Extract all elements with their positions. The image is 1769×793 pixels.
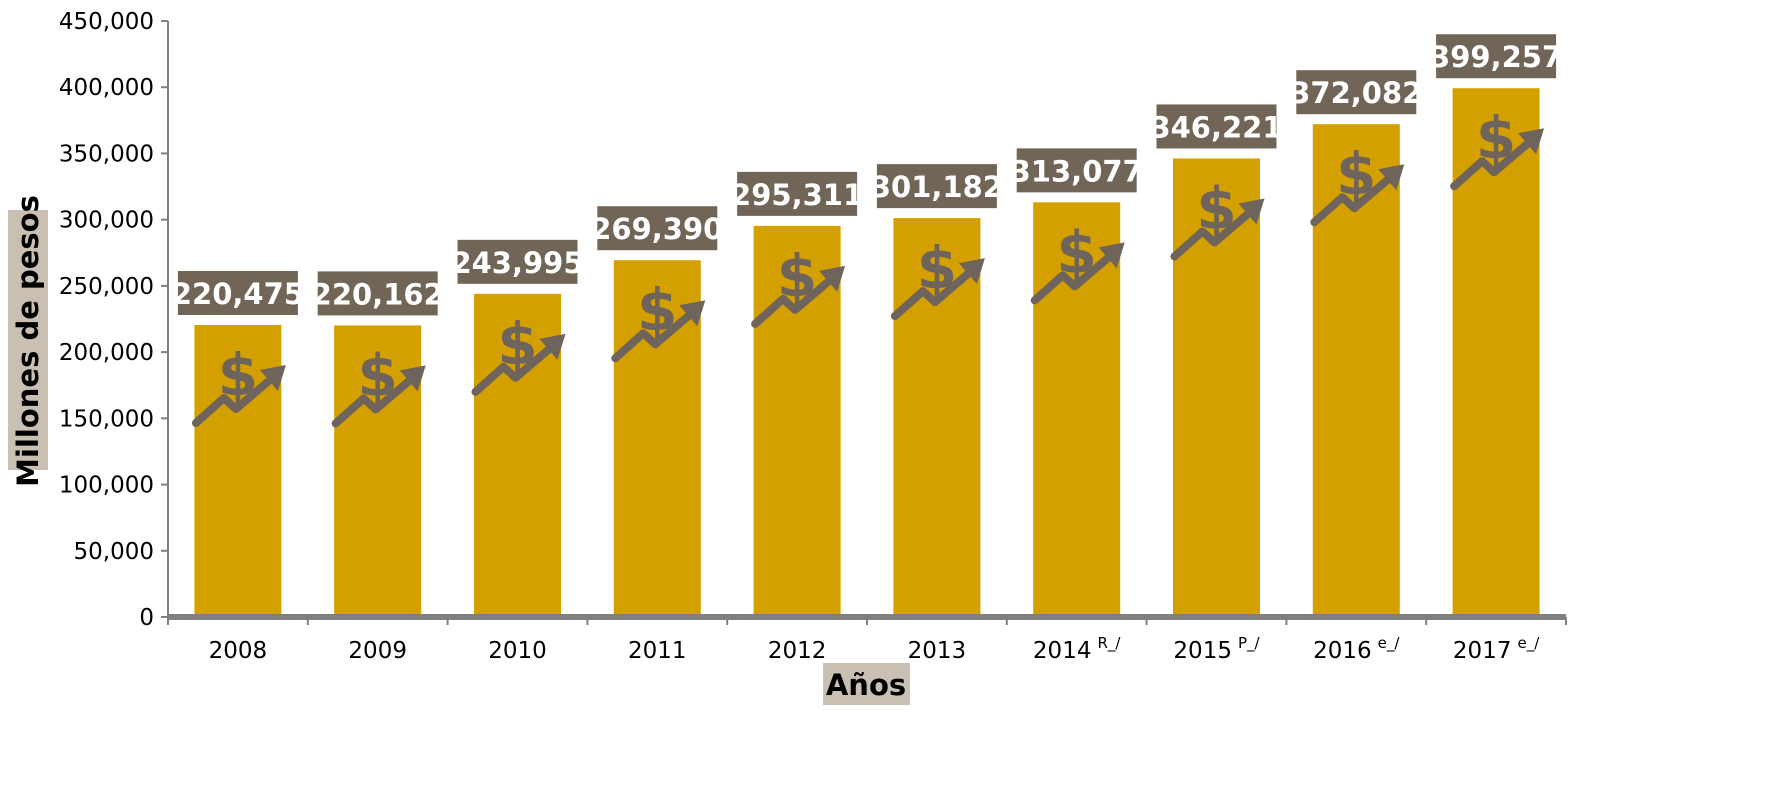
data-label-box [1016, 148, 1137, 193]
data-label-box [1436, 34, 1557, 79]
dollar-trend-arrow-icon: $ [191, 341, 286, 427]
x-tick-label: 2017 e_/ [1453, 634, 1540, 664]
y-tick-label: 0 [139, 605, 154, 631]
data-label: 301,182 [871, 170, 1003, 204]
bar [1173, 158, 1260, 614]
y-axis-title-box [8, 210, 48, 470]
dollar-trend-arrow-icon: $ [331, 341, 426, 428]
dollar-trend-arrow-icon: $ [1030, 218, 1125, 305]
data-label: 220,475 [172, 277, 304, 311]
x-axis-title-box [823, 663, 910, 705]
dollar-trend-arrow-icon: $ [890, 234, 985, 321]
data-label: 399,257 [1430, 40, 1562, 74]
dollar-trend-arrow-icon: $ [1310, 140, 1405, 227]
y-tick-label: 150,000 [59, 406, 154, 432]
y-tick-label: 50,000 [74, 539, 154, 565]
x-axis-title: Años [826, 668, 906, 702]
x-tick-label: 2015 P_/ [1173, 634, 1260, 664]
y-tick-label: 200,000 [59, 340, 154, 366]
y-tick-label: 350,000 [59, 141, 154, 167]
x-tick-label: 2012 [768, 638, 827, 664]
dollar-trend-arrow-icon: $ [1170, 174, 1265, 261]
x-tick-label: 2013 [908, 638, 967, 664]
x-tick-label: 2009 [348, 638, 407, 664]
x-axis: 2008 2009 2010 2011 2012 2013 2014 R_/ 2015 P_/ 20… [167, 614, 1567, 664]
x-tick-note: R_/ [1097, 634, 1121, 653]
data-label: 243,995 [451, 246, 583, 280]
y-tick-label: 400,000 [59, 75, 154, 101]
x-tick-note: P_/ [1238, 634, 1261, 653]
dollar-trend-arrow-icon: $ [611, 276, 706, 363]
x-tick-label: 2010 [488, 638, 547, 664]
data-label: 313,077 [1011, 154, 1143, 188]
dollar-trend-arrow-icon: $ [751, 242, 846, 328]
data-label: 269,390 [591, 212, 723, 246]
x-tick-label: 2016 e_/ [1313, 634, 1400, 664]
x-tick-label: 2011 [628, 638, 687, 664]
x-tick-label: 2008 [209, 638, 268, 664]
data-label-box [317, 271, 438, 316]
x-tick-note: e_/ [1517, 634, 1540, 653]
x-tick-note: e_/ [1378, 634, 1401, 653]
dollar-trend-arrow-icon: $ [471, 310, 566, 396]
y-tick-label: 300,000 [59, 208, 154, 234]
bar [753, 225, 841, 614]
data-label: 372,082 [1290, 76, 1422, 110]
dollar-trend-arrow-icon: $ [1450, 104, 1545, 191]
data-label-box [1296, 70, 1417, 115]
y-tick-label: 250,000 [59, 274, 154, 300]
data-label-box [177, 270, 298, 315]
data-label-box [457, 239, 578, 284]
data-label: 220,162 [312, 277, 444, 311]
data-label-box [876, 164, 997, 209]
y-tick-label: 450,000 [59, 9, 154, 35]
data-label: 346,221 [1150, 110, 1282, 144]
x-tick-label: 2014 R_/ [1033, 634, 1121, 664]
y-tick-label: 100,000 [59, 473, 154, 499]
y-axis-title: Millones de pesos [11, 195, 45, 487]
data-label: 295,311 [731, 178, 863, 212]
data-label-box [597, 206, 718, 251]
bars: $220,475 $220,162 $243,995 $269,390 $295,311… [172, 34, 1562, 614]
y-axis: 0 50,000 100,000 150,000 200,000 250,000 300,0… [59, 9, 169, 631]
bar [1033, 202, 1121, 614]
data-label-box [737, 171, 858, 216]
data-label-box [1156, 104, 1277, 149]
bar [893, 218, 981, 614]
